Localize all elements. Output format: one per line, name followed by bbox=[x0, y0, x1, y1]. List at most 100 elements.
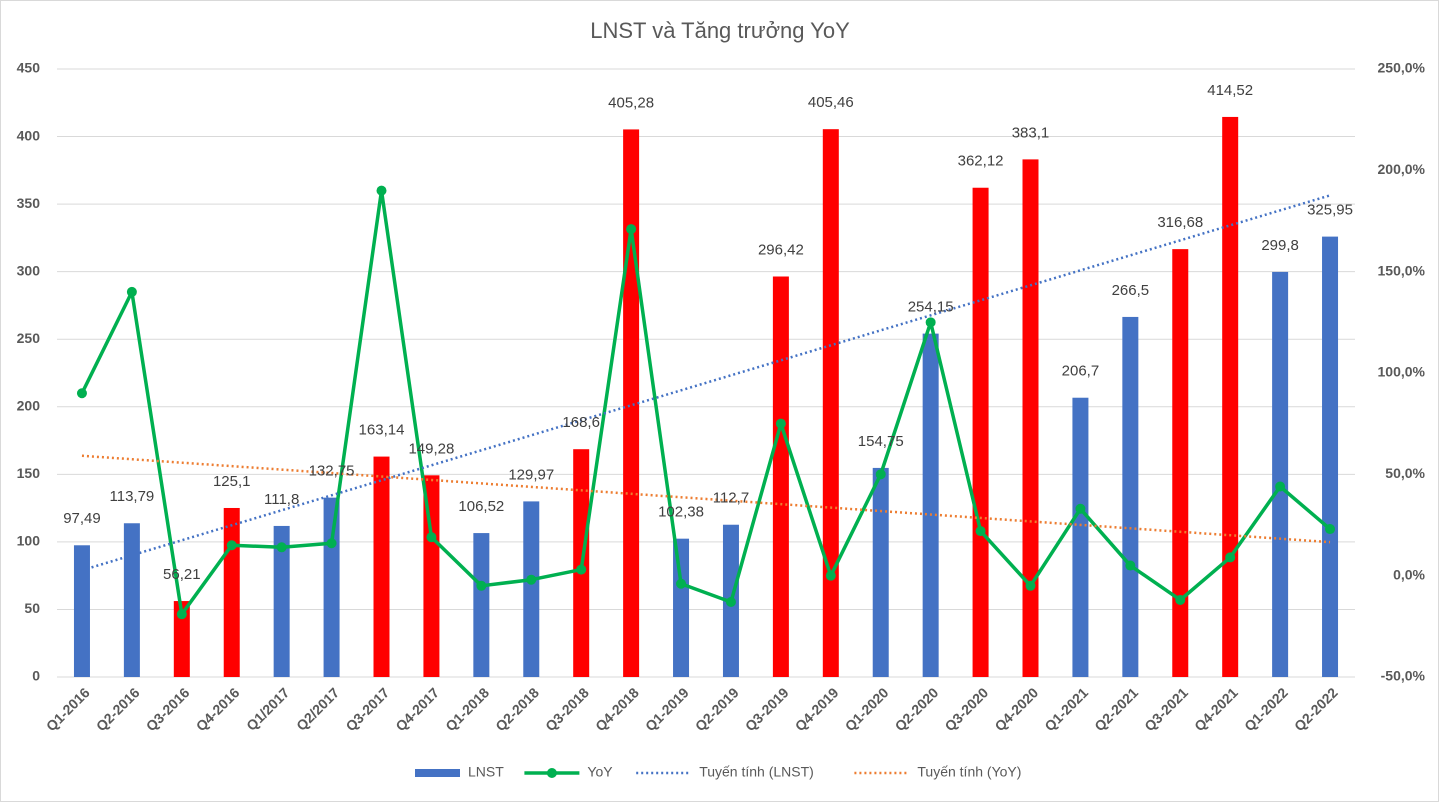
legend-label: YoY bbox=[587, 764, 613, 780]
bar bbox=[323, 497, 340, 677]
data-label: 296,42 bbox=[758, 241, 804, 258]
data-label: 405,28 bbox=[608, 94, 654, 111]
bar bbox=[473, 533, 490, 677]
data-label: 266,5 bbox=[1112, 282, 1150, 299]
line-marker bbox=[725, 597, 736, 608]
bar bbox=[1272, 271, 1289, 677]
line-marker bbox=[1275, 481, 1286, 492]
line-marker bbox=[576, 564, 587, 575]
data-label: 113,79 bbox=[110, 488, 155, 505]
legend-label: Tuyến tính (LNST) bbox=[699, 764, 814, 780]
y2-tick-label: -50,0% bbox=[1381, 668, 1426, 684]
bar bbox=[1222, 116, 1239, 677]
y-tick-label: 100 bbox=[17, 533, 41, 549]
y-tick-label: 350 bbox=[17, 195, 41, 211]
line-marker bbox=[226, 540, 237, 551]
data-label: 414,52 bbox=[1207, 82, 1253, 99]
data-label: 316,68 bbox=[1157, 214, 1203, 231]
line-marker bbox=[775, 418, 786, 429]
trendline bbox=[81, 194, 1331, 572]
chart-title: LNST và Tăng trưởng YoY bbox=[590, 18, 850, 43]
data-label: 154,75 bbox=[858, 433, 904, 450]
bar bbox=[423, 475, 440, 677]
bar bbox=[173, 601, 190, 677]
line-marker bbox=[875, 469, 886, 480]
bar bbox=[1322, 236, 1339, 677]
line-marker bbox=[126, 286, 137, 297]
data-label: 163,14 bbox=[359, 422, 405, 439]
y2-tick-label: 50,0% bbox=[1385, 465, 1425, 481]
bar bbox=[523, 501, 540, 677]
line-marker bbox=[276, 542, 287, 553]
line-marker bbox=[1125, 560, 1136, 571]
y-tick-label: 400 bbox=[17, 127, 41, 143]
y-tick-label: 50 bbox=[24, 600, 40, 616]
legend-label: Tuyến tính (YoY) bbox=[917, 764, 1021, 780]
data-label: 206,7 bbox=[1062, 363, 1100, 380]
data-label: 125,1 bbox=[213, 473, 251, 490]
data-label: 149,28 bbox=[408, 440, 454, 457]
data-label: 168,6 bbox=[562, 414, 600, 431]
line-marker bbox=[925, 317, 936, 328]
y-tick-label: 0 bbox=[32, 668, 40, 684]
line-marker bbox=[426, 532, 437, 543]
line-marker bbox=[825, 570, 836, 581]
bar bbox=[73, 545, 90, 677]
y-tick-label: 300 bbox=[17, 262, 41, 278]
data-label: 132,75 bbox=[309, 463, 355, 480]
bar bbox=[872, 467, 889, 677]
y-tick-label: 250 bbox=[17, 330, 41, 346]
line-marker bbox=[1025, 580, 1036, 591]
bar bbox=[373, 456, 390, 677]
data-label: 254,15 bbox=[908, 299, 954, 316]
bar bbox=[223, 507, 240, 677]
y-tick-label: 450 bbox=[17, 60, 41, 76]
data-label: 112,7 bbox=[713, 490, 749, 507]
bar bbox=[1122, 316, 1139, 677]
bar bbox=[922, 333, 939, 677]
line-marker bbox=[1325, 524, 1336, 535]
line-marker bbox=[1225, 552, 1236, 563]
y-tick-label: 150 bbox=[17, 465, 41, 481]
y2-tick-label: 200,0% bbox=[1378, 161, 1426, 177]
line-marker bbox=[476, 580, 487, 591]
legend-swatch bbox=[546, 768, 557, 778]
line-marker bbox=[526, 574, 537, 585]
data-label: 129,97 bbox=[508, 466, 554, 483]
data-label: 299,8 bbox=[1261, 237, 1299, 254]
bar bbox=[273, 525, 290, 677]
data-label: 56,21 bbox=[163, 566, 201, 583]
data-label: 102,38 bbox=[658, 504, 704, 521]
bar bbox=[123, 523, 140, 677]
line-marker bbox=[975, 526, 986, 537]
bar bbox=[1072, 397, 1089, 677]
line-marker bbox=[376, 185, 387, 196]
y2-tick-label: 100,0% bbox=[1378, 364, 1426, 380]
line bbox=[80, 188, 1332, 616]
y2-tick-label: 150,0% bbox=[1378, 262, 1426, 278]
bar bbox=[1172, 249, 1189, 677]
bar bbox=[972, 187, 989, 677]
data-label: 97,49 bbox=[63, 510, 101, 527]
data-label: 106,52 bbox=[458, 498, 504, 515]
bar bbox=[623, 129, 640, 677]
y-tick-label: 200 bbox=[17, 397, 41, 413]
bar bbox=[772, 276, 789, 677]
y2-tick-label: 250,0% bbox=[1378, 60, 1426, 76]
bar bbox=[673, 538, 690, 677]
line-marker bbox=[676, 578, 687, 589]
legend-swatch bbox=[415, 769, 460, 777]
data-label: 325,95 bbox=[1307, 202, 1353, 219]
trendline bbox=[81, 454, 1331, 544]
line-marker bbox=[1075, 503, 1086, 514]
line-marker bbox=[176, 609, 187, 620]
data-label: 405,46 bbox=[808, 94, 854, 111]
bar bbox=[822, 129, 839, 678]
y2-tick-label: 0,0% bbox=[1393, 566, 1425, 582]
data-label: 362,12 bbox=[958, 153, 1004, 170]
line-marker bbox=[626, 224, 637, 235]
bar bbox=[1022, 159, 1039, 677]
data-label: 383,1 bbox=[1012, 124, 1050, 141]
